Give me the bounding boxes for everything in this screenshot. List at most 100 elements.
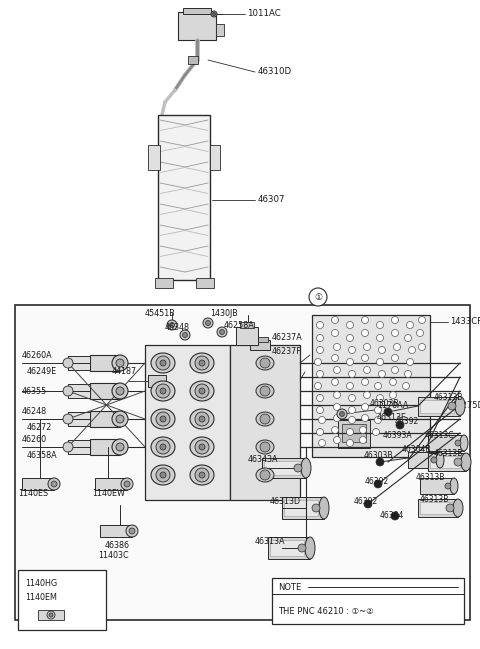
Circle shape (405, 371, 411, 378)
Bar (272, 578, 464, 624)
Circle shape (156, 384, 170, 398)
Ellipse shape (256, 468, 274, 482)
Circle shape (348, 406, 356, 413)
Text: 46237A: 46237A (272, 332, 303, 341)
Circle shape (372, 428, 380, 435)
Text: 46313B: 46313B (434, 448, 463, 458)
Circle shape (361, 378, 369, 386)
Circle shape (298, 544, 306, 552)
Text: 46272: 46272 (27, 422, 52, 432)
Circle shape (63, 414, 73, 424)
Circle shape (376, 458, 384, 466)
Text: 46313B: 46313B (434, 393, 463, 402)
Circle shape (334, 343, 340, 350)
Circle shape (417, 330, 423, 336)
Circle shape (374, 480, 382, 488)
Text: 46386: 46386 (105, 541, 130, 550)
Circle shape (407, 358, 413, 365)
Circle shape (363, 367, 371, 374)
Circle shape (121, 478, 133, 490)
Circle shape (334, 391, 340, 398)
Circle shape (63, 358, 73, 368)
Circle shape (332, 378, 338, 386)
Text: 1140EM: 1140EM (25, 593, 57, 602)
Bar (428, 453, 466, 471)
Circle shape (160, 472, 166, 478)
Circle shape (112, 439, 128, 455)
Circle shape (446, 504, 454, 512)
Bar (68, 384, 90, 398)
Bar (68, 440, 90, 454)
Circle shape (337, 409, 347, 419)
Circle shape (160, 360, 166, 366)
Text: 46260A: 46260A (22, 350, 53, 360)
Circle shape (334, 367, 340, 374)
Circle shape (217, 327, 227, 337)
Circle shape (260, 386, 270, 396)
Ellipse shape (305, 537, 315, 559)
Bar (155, 278, 173, 288)
Bar (90, 355, 120, 371)
Ellipse shape (151, 353, 175, 373)
Bar (148, 375, 166, 387)
Ellipse shape (436, 452, 444, 468)
Ellipse shape (151, 437, 175, 457)
Circle shape (363, 391, 371, 398)
Circle shape (112, 355, 128, 371)
Circle shape (199, 388, 205, 394)
Circle shape (314, 382, 322, 389)
Text: 1140EW: 1140EW (92, 489, 125, 498)
Circle shape (405, 334, 411, 341)
Circle shape (211, 11, 217, 17)
Text: 1140ES: 1140ES (18, 489, 48, 498)
Bar (15, 305, 470, 620)
Circle shape (112, 411, 128, 427)
Text: 1433CF: 1433CF (450, 317, 480, 326)
Circle shape (156, 440, 170, 454)
Circle shape (182, 332, 188, 337)
Text: 46260: 46260 (22, 434, 47, 443)
Bar (418, 397, 460, 416)
Ellipse shape (190, 437, 214, 457)
Circle shape (407, 321, 413, 328)
Bar (264, 461, 300, 475)
Text: 44187: 44187 (112, 367, 137, 376)
Text: 1140HG: 1140HG (25, 580, 57, 589)
Circle shape (361, 317, 369, 323)
Circle shape (312, 504, 320, 512)
Text: 46237F: 46237F (272, 347, 302, 356)
Circle shape (129, 528, 135, 534)
Circle shape (408, 347, 416, 354)
Circle shape (376, 395, 384, 402)
Text: 1430JB: 1430JB (210, 308, 238, 317)
Circle shape (347, 428, 353, 435)
Bar (252, 337, 268, 342)
Bar (282, 497, 324, 519)
Circle shape (374, 382, 382, 389)
Text: 46393A: 46393A (383, 430, 413, 439)
Bar (240, 322, 254, 328)
Bar (68, 356, 90, 370)
Text: 46355: 46355 (22, 387, 47, 395)
Text: 46343A: 46343A (248, 456, 278, 465)
Circle shape (160, 444, 166, 450)
Circle shape (195, 440, 209, 454)
Bar (38, 610, 64, 620)
Text: 46313D: 46313D (270, 498, 301, 506)
Circle shape (392, 354, 398, 361)
Circle shape (219, 330, 225, 334)
Circle shape (156, 356, 170, 370)
Circle shape (316, 406, 324, 413)
Circle shape (403, 382, 409, 389)
Bar (95, 478, 127, 490)
Circle shape (51, 481, 57, 487)
Circle shape (392, 317, 398, 323)
Text: 46313B: 46313B (416, 474, 445, 482)
Bar (183, 8, 211, 14)
Circle shape (339, 411, 345, 417)
Circle shape (316, 395, 324, 402)
Circle shape (361, 330, 369, 336)
Text: 46303B: 46303B (370, 398, 399, 408)
Circle shape (316, 347, 324, 354)
Circle shape (203, 318, 213, 328)
